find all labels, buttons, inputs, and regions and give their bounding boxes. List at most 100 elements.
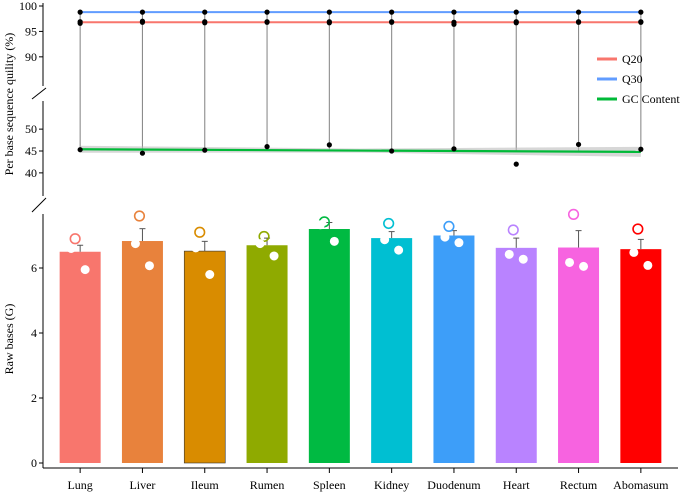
bar-rumen bbox=[246, 245, 288, 463]
sample-point-ileum bbox=[194, 226, 206, 238]
q30-point bbox=[202, 9, 208, 15]
sample-point-duodenum bbox=[440, 232, 450, 242]
gc-content-point bbox=[77, 147, 83, 153]
q20-point bbox=[326, 20, 332, 26]
lines-layer bbox=[80, 11, 641, 157]
x-tick-label-heart: Heart bbox=[503, 478, 530, 492]
y-tick-label-upper: 40 bbox=[25, 166, 37, 180]
sample-point-abomasum bbox=[629, 247, 639, 257]
sample-point-rumen bbox=[269, 251, 279, 261]
q20-point bbox=[139, 19, 146, 25]
sample-point-heart bbox=[504, 249, 514, 259]
axis-break-mark bbox=[31, 197, 47, 213]
sample-point-lung bbox=[80, 265, 90, 275]
gc-content-point bbox=[638, 146, 644, 152]
gc-content-point bbox=[326, 142, 332, 148]
sample-point-lung bbox=[69, 233, 81, 245]
q20-point bbox=[513, 20, 519, 26]
bar-spleen bbox=[308, 229, 350, 463]
sample-point-liver bbox=[130, 239, 140, 249]
x-tick-label-liver: Liver bbox=[129, 478, 155, 492]
sample-point-liver bbox=[144, 261, 154, 271]
bar-ileum bbox=[183, 250, 226, 464]
legend-label-gc-content: GC Content bbox=[622, 92, 680, 106]
sample-point-kidney bbox=[394, 245, 404, 255]
bar-kidney bbox=[371, 238, 413, 463]
grid-layer bbox=[79, 12, 642, 151]
gc-content-point bbox=[389, 148, 395, 154]
gc-content-trend-line bbox=[80, 148, 641, 153]
q30-point bbox=[326, 9, 332, 15]
x-tick-label-rectum: Rectum bbox=[560, 478, 598, 492]
sample-point-ileum bbox=[191, 243, 201, 253]
legend-label-q30: Q30 bbox=[622, 72, 643, 86]
x-tick-label-rumen: Rumen bbox=[250, 478, 285, 492]
sample-point-spleen bbox=[329, 236, 339, 246]
y-tick-label-upper: 45 bbox=[25, 144, 37, 158]
bar-rectum bbox=[558, 247, 600, 463]
y-tick-label-lower: 4 bbox=[31, 326, 37, 340]
sample-point-kidney bbox=[383, 217, 395, 230]
sample-point-rectum bbox=[567, 208, 580, 220]
q20-point bbox=[389, 19, 395, 25]
sample-point-duodenum bbox=[443, 220, 455, 232]
q30-point bbox=[77, 9, 83, 15]
q30-point bbox=[389, 9, 395, 15]
y-axis-title-upper: Per base sequence quility (%) bbox=[2, 33, 16, 176]
y-tick-label-lower: 6 bbox=[31, 261, 37, 275]
points-layer bbox=[66, 9, 653, 279]
sample-point-rumen bbox=[255, 239, 265, 249]
sample-point-liver bbox=[133, 210, 146, 222]
gc-content-point bbox=[264, 144, 270, 150]
gc-content-point bbox=[575, 141, 582, 148]
y-tick-label-lower: 2 bbox=[31, 391, 37, 405]
q30-point bbox=[638, 9, 644, 15]
q20-point bbox=[575, 19, 582, 25]
y-tick-label-lower: 0 bbox=[31, 456, 37, 470]
sample-point-rectum bbox=[565, 257, 575, 267]
bar-heart bbox=[495, 247, 537, 463]
gc-content-point bbox=[202, 147, 208, 153]
sample-point-ileum bbox=[205, 270, 215, 279]
q20-point bbox=[202, 20, 208, 26]
legend-layer: Q20 Q30 GC Content bbox=[597, 52, 680, 106]
sample-point-abomasum bbox=[632, 223, 644, 235]
x-tick-label-lung: Lung bbox=[67, 478, 92, 492]
sample-point-abomasum bbox=[643, 260, 653, 270]
bars-layer bbox=[59, 222, 662, 464]
q30-point bbox=[139, 9, 146, 15]
q30-point bbox=[451, 9, 457, 15]
y-tick-label-upper: 50 bbox=[25, 122, 37, 136]
y-tick-label-upper: 95 bbox=[25, 24, 37, 38]
axis-break-mark bbox=[31, 87, 47, 100]
x-tick-label-ileum: Ileum bbox=[191, 478, 220, 492]
q30-point bbox=[264, 9, 270, 15]
y-tick-label-upper: 90 bbox=[25, 50, 37, 64]
q20-point bbox=[638, 19, 644, 25]
sample-point-heart bbox=[507, 224, 519, 236]
q20-point bbox=[264, 19, 270, 25]
y-tick-label-upper: 100 bbox=[19, 0, 37, 13]
sample-point-lung bbox=[66, 244, 76, 253]
x-tick-label-abomasum: Abomasum bbox=[613, 478, 669, 492]
sample-point-heart bbox=[518, 254, 528, 264]
q20-point bbox=[77, 20, 83, 26]
q30-point bbox=[513, 9, 519, 15]
q20-point bbox=[451, 21, 457, 27]
bar-duodenum bbox=[433, 235, 475, 463]
legend-label-q20: Q20 bbox=[622, 52, 643, 66]
x-tick-label-spleen: Spleen bbox=[313, 478, 346, 492]
sample-point-duodenum bbox=[454, 238, 464, 248]
bar-abomasum bbox=[620, 249, 662, 463]
bar-lung bbox=[59, 251, 101, 463]
gc-content-point bbox=[513, 161, 519, 167]
sample-point-kidney bbox=[380, 235, 390, 245]
sample-point-rectum bbox=[579, 261, 589, 271]
gc-content-point bbox=[451, 146, 457, 152]
x-tick-label-duodenum: Duodenum bbox=[427, 478, 481, 492]
bar-liver bbox=[121, 241, 163, 463]
y-axis-title-lower: Raw bases (G) bbox=[2, 304, 16, 375]
q30-point bbox=[575, 9, 582, 15]
x-tick-label-kidney: Kidney bbox=[374, 478, 409, 492]
